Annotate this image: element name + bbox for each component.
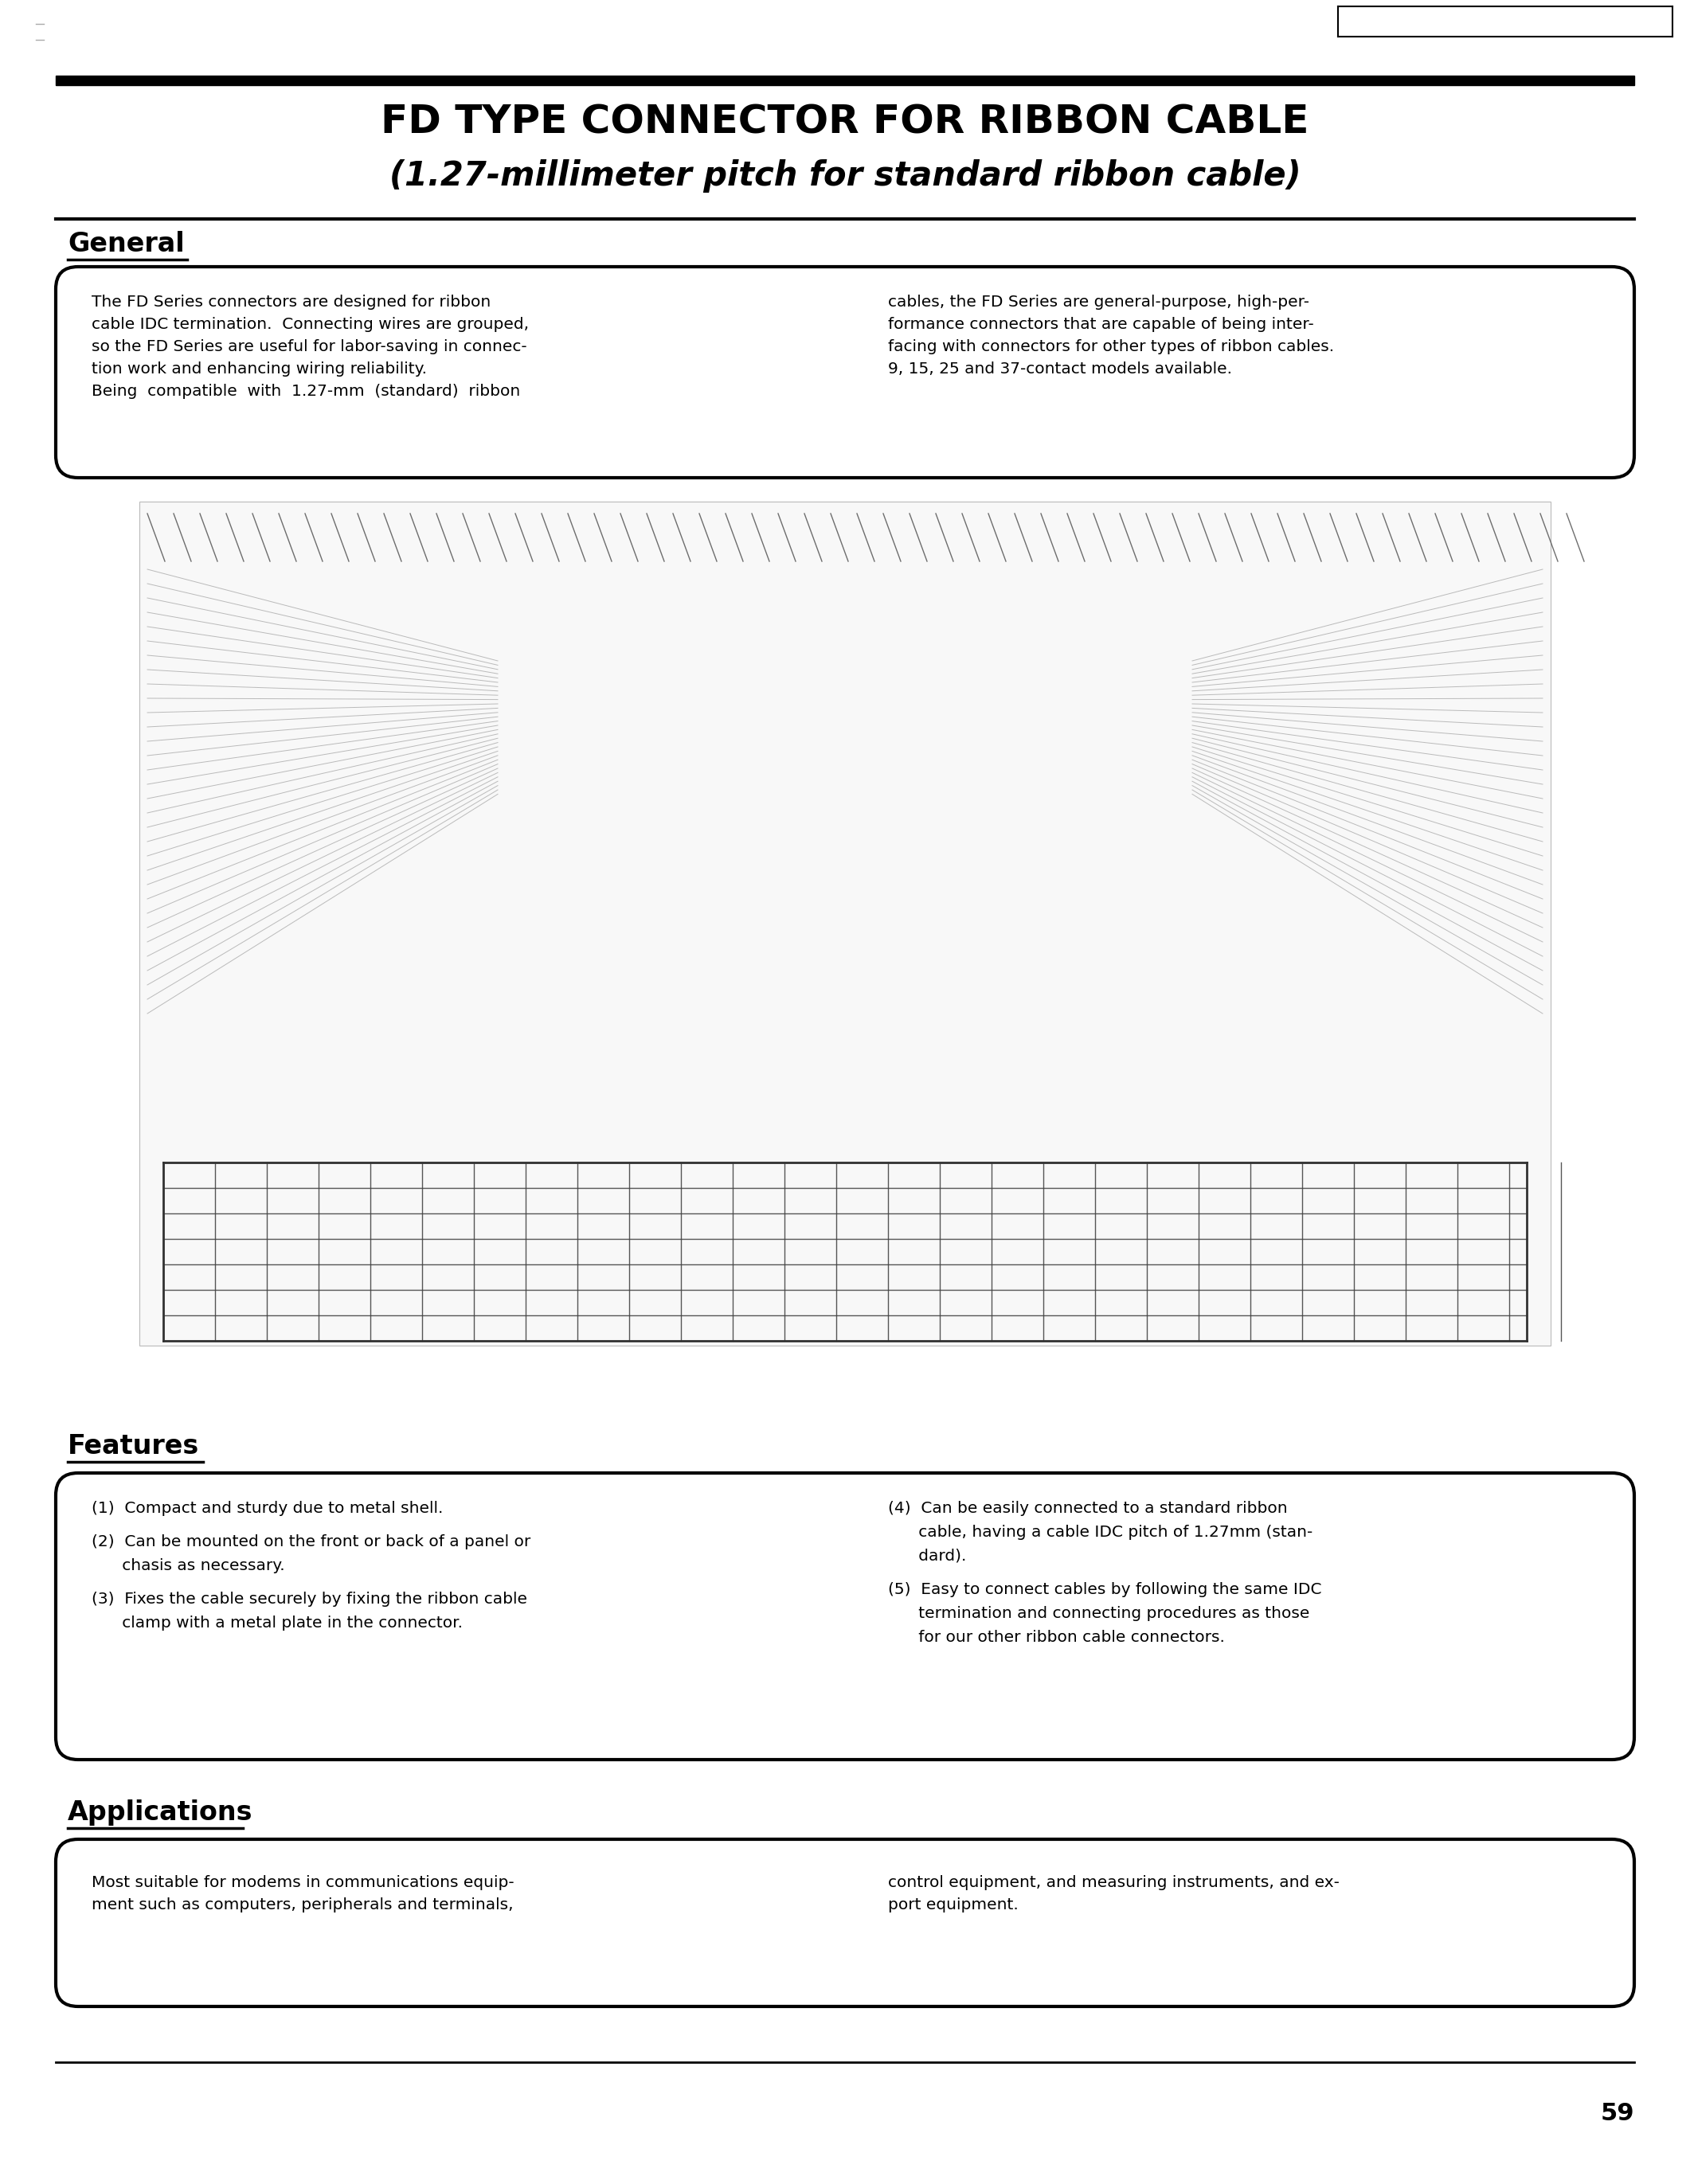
Text: 9, 15, 25 and 37-contact models available.: 9, 15, 25 and 37-contact models availabl… [887,363,1232,376]
Text: port equipment.: port equipment. [887,1898,1019,1913]
Text: (2)  Can be mounted on the front or back of a panel or: (2) Can be mounted on the front or back … [91,1535,531,1548]
Text: ment such as computers, peripherals and terminals,: ment such as computers, peripherals and … [91,1898,514,1913]
Text: cables, the FD Series are general-purpose, high-per-: cables, the FD Series are general-purpos… [887,295,1310,310]
Text: Features: Features [68,1433,199,1459]
Text: (4)  Can be easily connected to a standard ribbon: (4) Can be easily connected to a standar… [887,1500,1288,1516]
Text: clamp with a metal plate in the connector.: clamp with a metal plate in the connecto… [91,1616,463,1631]
Text: (1.27-millimeter pitch for standard ribbon cable): (1.27-millimeter pitch for standard ribb… [389,159,1301,192]
Bar [139,502,1551,1345]
Text: so the FD Series are useful for labor-saving in connec-: so the FD Series are useful for labor-sa… [91,339,527,354]
Text: General: General [68,232,184,258]
Text: dard).: dard). [887,1548,967,1564]
FancyBboxPatch shape [56,1472,1634,1760]
Text: 59: 59 [1600,2101,1634,2125]
Text: control equipment, and measuring instruments, and ex-: control equipment, and measuring instrum… [887,1876,1340,1889]
Text: (5)  Easy to connect cables by following the same IDC: (5) Easy to connect cables by following … [887,1581,1322,1597]
Text: cable IDC termination.  Connecting wires are grouped,: cable IDC termination. Connecting wires … [91,317,529,332]
Text: chasis as necessary.: chasis as necessary. [91,1557,286,1572]
Bar [1338,7,1673,37]
Text: The FD Series connectors are designed for ribbon: The FD Series connectors are designed fo… [91,295,490,310]
Text: termination and connecting procedures as those: termination and connecting procedures as… [887,1605,1310,1621]
Bar [139,502,1551,1345]
FancyBboxPatch shape [56,266,1634,478]
Text: Applications: Applications [68,1800,253,1826]
Text: Being  compatible  with  1.27-mm  (standard)  ribbon: Being compatible with 1.27-mm (standard)… [91,384,521,400]
FancyBboxPatch shape [56,1839,1634,2007]
Text: for our other ribbon cable connectors.: for our other ribbon cable connectors. [887,1629,1225,1645]
Text: (3)  Fixes the cable securely by fixing the ribbon cable: (3) Fixes the cable securely by fixing t… [91,1592,527,1607]
Bar [56,76,1634,85]
Text: facing with connectors for other types of ribbon cables.: facing with connectors for other types o… [887,339,1333,354]
Text: tion work and enhancing wiring reliability.: tion work and enhancing wiring reliabili… [91,363,428,376]
Text: Most suitable for modems in communications equip-: Most suitable for modems in communicatio… [91,1876,514,1889]
Text: (1)  Compact and sturdy due to metal shell.: (1) Compact and sturdy due to metal shel… [91,1500,443,1516]
Text: cable, having a cable IDC pitch of 1.27mm (stan-: cable, having a cable IDC pitch of 1.27m… [887,1524,1313,1540]
Text: FD TYPE CONNECTOR FOR RIBBON CABLE: FD TYPE CONNECTOR FOR RIBBON CABLE [380,103,1310,142]
Text: formance connectors that are capable of being inter-: formance connectors that are capable of … [887,317,1313,332]
